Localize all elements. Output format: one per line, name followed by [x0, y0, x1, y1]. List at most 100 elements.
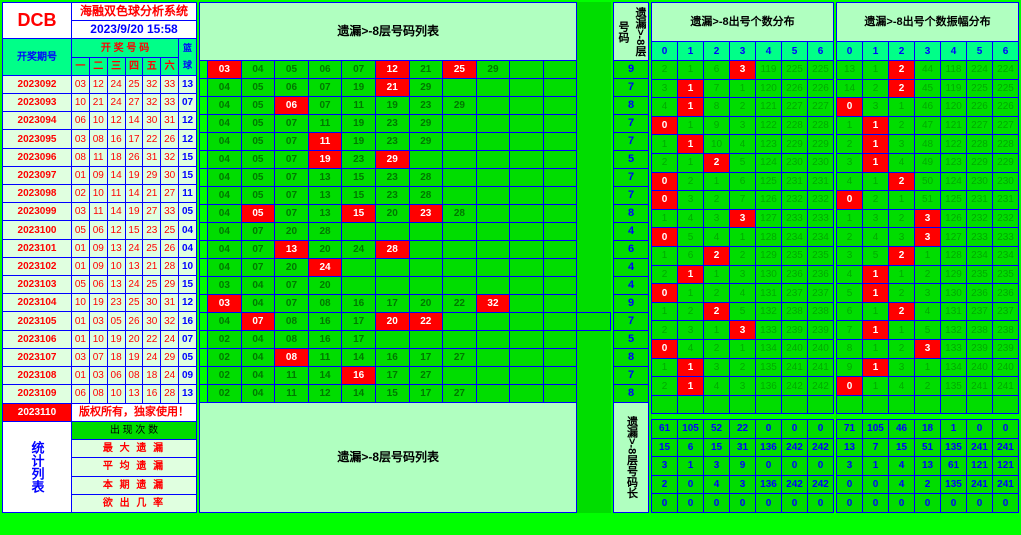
- history-row: 202310201091013212810: [3, 257, 197, 275]
- number-cell: 22: [409, 313, 443, 331]
- dist-cell: 4: [704, 377, 730, 396]
- red-ball-cell: 01: [72, 257, 90, 275]
- number-cell: 05: [241, 151, 275, 169]
- number-cell: 27: [443, 349, 477, 367]
- dist-cell: 228: [808, 116, 834, 135]
- count-cell: 7: [614, 133, 649, 151]
- number-cell: 17: [409, 385, 443, 403]
- number-cell: [476, 133, 510, 151]
- middle-row: 030405060712212529: [200, 61, 611, 79]
- middle-footer: 遗漏>-8层号码列表: [200, 403, 577, 513]
- period-cell: 2023097: [3, 166, 72, 184]
- dist-cell: 239: [993, 340, 1019, 359]
- red-ball-cell: 11: [89, 148, 107, 166]
- dist-cell: 8: [704, 98, 730, 117]
- blue-ball-cell: 09: [179, 367, 197, 385]
- dist-cell: [808, 395, 834, 413]
- dist-stat-cell: 0: [967, 494, 993, 513]
- dist-row: 2433127233233: [837, 228, 1019, 247]
- dist-cell: 224: [967, 60, 993, 79]
- dist-stat-cell: 4: [704, 475, 730, 494]
- middle-row: 04050711192329: [200, 133, 611, 151]
- dist-cell: 227: [808, 98, 834, 117]
- dist-stat-row: 1371551135241241: [837, 438, 1019, 457]
- dist-cell: 1: [678, 79, 704, 98]
- number-cell: 08: [275, 313, 309, 331]
- period-cell: 2023100: [3, 221, 72, 239]
- dist-cell: 2: [889, 302, 915, 321]
- red-ball-cell: 10: [72, 294, 90, 312]
- dist-stat-cell: 22: [730, 419, 756, 438]
- dist-cell: 6: [678, 247, 704, 266]
- number-cell: 28: [409, 187, 443, 205]
- dist-cell: 235: [782, 247, 808, 266]
- dist-cell: 1: [704, 321, 730, 340]
- dist-cell: 2: [730, 98, 756, 117]
- number-cell: [443, 277, 477, 295]
- number-cell: 02: [208, 331, 242, 349]
- dist-stat-cell: 2: [915, 475, 941, 494]
- dist-cell: 45: [915, 79, 941, 98]
- number-cell: 11: [275, 385, 309, 403]
- dist-stat-row: 611055222000: [652, 419, 834, 438]
- dist-cell: 237: [808, 284, 834, 303]
- number-cell: 04: [208, 133, 242, 151]
- dist-cell: 46: [915, 98, 941, 117]
- red-ball-cell: 07: [89, 348, 107, 366]
- dist-stat-cell: 15: [652, 438, 678, 457]
- red-ball-cell: 03: [89, 367, 107, 385]
- number-cell: [342, 259, 376, 277]
- dist-stat-cell: 121: [967, 457, 993, 476]
- red-ball-cell: 32: [161, 312, 179, 330]
- dist-stat-cell: 0: [837, 475, 863, 494]
- dist-cell: 0: [652, 284, 678, 303]
- dist-col-header: 3: [730, 42, 756, 61]
- red-ball-cell: 25: [161, 221, 179, 239]
- red-ball-cell: 27: [161, 185, 179, 203]
- red-ball-cell: 19: [125, 203, 143, 221]
- dist-col-header: 5: [782, 42, 808, 61]
- number-cell: [200, 79, 208, 97]
- number-cell: 17: [342, 331, 376, 349]
- dist-stat-cell: 242: [782, 438, 808, 457]
- stat-row: 平 均 遗 漏: [72, 458, 197, 476]
- number-cell: 04: [208, 259, 242, 277]
- dist-cell: [993, 395, 1019, 413]
- dist-cell: 238: [993, 321, 1019, 340]
- number-cell: [543, 385, 577, 403]
- number-cell: [543, 61, 577, 79]
- dist-stat-cell: 105: [678, 419, 704, 438]
- blue-ball-cell: 11: [179, 185, 197, 203]
- number-cell: [200, 115, 208, 133]
- number-cell: 04: [208, 241, 242, 259]
- dist-cell: 2: [889, 60, 915, 79]
- middle-row: 040507192329: [200, 151, 611, 169]
- number-cell: 16: [375, 349, 409, 367]
- dist-cell: 2: [678, 172, 704, 191]
- number-cell: 02: [208, 367, 242, 385]
- history-row: 202310305061324252915: [3, 276, 197, 294]
- dist-stat-cell: 2: [652, 475, 678, 494]
- red-ball-cell: 09: [89, 166, 107, 184]
- middle-row: 0204081617: [200, 331, 611, 349]
- dist-row: 0327126232232: [652, 191, 834, 210]
- dist-stat-cell: 0: [837, 494, 863, 513]
- number-cell: [543, 79, 577, 97]
- red-ball-cell: 25: [125, 75, 143, 93]
- dist-cell: 0: [652, 228, 678, 247]
- period-cell: 2023104: [3, 294, 72, 312]
- dist-stat-cell: 15: [889, 438, 915, 457]
- dist-stat-cell: 15: [704, 438, 730, 457]
- dist-cell: 1: [652, 209, 678, 228]
- dist-row: 3171120226226: [652, 79, 834, 98]
- dist-cell: 242: [808, 377, 834, 396]
- number-cell: [543, 187, 577, 205]
- blue-ball-cell: 12: [179, 112, 197, 130]
- dist-cell: 3: [837, 247, 863, 266]
- dist-row: 1433127233233: [652, 209, 834, 228]
- dist-row: 1323126232232: [837, 209, 1019, 228]
- red-ball-cell: 18: [143, 367, 161, 385]
- dist-cell: 7: [704, 79, 730, 98]
- count-cell: 8: [614, 97, 649, 115]
- dist-cell: 2: [889, 172, 915, 191]
